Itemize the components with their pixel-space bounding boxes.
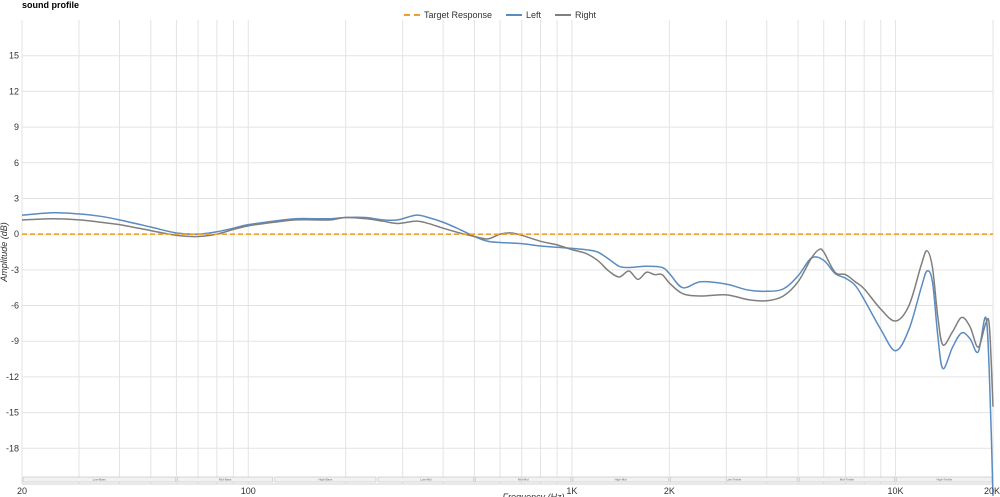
y-tick-label: 15 [9, 51, 19, 61]
legend-item-left[interactable]: Left [506, 10, 541, 20]
y-tick-label: -9 [11, 336, 19, 346]
x-tick-label: 2K [664, 486, 675, 496]
y-tick-label: -12 [6, 372, 19, 382]
band-label: High-Treble [937, 478, 953, 482]
band-box [377, 476, 474, 483]
x-axis-title: Frequency (Hz) [502, 492, 564, 497]
grid-lines [21, 20, 994, 485]
x-tick-label: 20 [17, 486, 27, 496]
series-line-right [21, 216, 994, 407]
band-box [475, 476, 572, 483]
y-tick-label: 3 [14, 193, 19, 203]
axis-labels: 15 12 9 6 3 0 -3 -6 -9 -12 -15 -18 20 100 1K 2K 10K 20K Am… [0, 51, 1000, 497]
band-box [177, 476, 274, 483]
band-label: Low-Mid [420, 478, 432, 482]
chart-title: sound profile [22, 0, 79, 10]
band-label: High-Bass [319, 478, 333, 482]
legend-item-target-response[interactable]: Target Response [403, 10, 492, 20]
series-lines [21, 211, 994, 496]
band-label: Low-Bass [93, 478, 107, 482]
legend-label: Left [526, 10, 542, 20]
legend-swatch [403, 14, 420, 16]
series-line-left [21, 211, 994, 496]
legend-swatch [506, 14, 522, 16]
y-tick-label: -15 [6, 408, 19, 418]
band-label: High-Mid [615, 478, 627, 482]
y-axis-title: Amplitude (dB) [0, 222, 9, 283]
legend-item-right[interactable]: Right [555, 10, 596, 20]
y-tick-label: -3 [11, 265, 19, 275]
band-box [22, 476, 176, 483]
y-tick-label: 12 [9, 86, 19, 96]
band-box [572, 476, 669, 483]
x-tick-label: 20K [984, 486, 1000, 496]
chart-legend: Target Response Left Right [0, 8, 1000, 20]
y-tick-label: 6 [14, 158, 19, 168]
y-tick-label: -6 [11, 301, 19, 311]
legend-label: Right [575, 10, 597, 20]
y-tick-label: 0 [14, 229, 19, 239]
band-box [274, 476, 377, 483]
legend-label: Target Response [423, 10, 492, 20]
x-tick-label: 10K [888, 486, 904, 496]
band-box [798, 476, 895, 483]
x-tick-label: 100 [241, 486, 256, 496]
band-label: Mid-Mid [518, 478, 529, 482]
band-box [670, 476, 798, 483]
x-tick-label: 1K [566, 486, 577, 496]
band-label: Low-Treble [726, 478, 741, 482]
band-label: Mid-Treble [840, 478, 855, 482]
legend-swatch [555, 14, 572, 16]
band-label: Mid-Bass [219, 478, 232, 482]
frequency-bands: Low-Bass Mid-Bass High-Bass Low-Mid Mid-Mid H… [22, 476, 993, 483]
y-tick-label: -18 [6, 443, 19, 453]
y-tick-label: 9 [14, 122, 19, 132]
